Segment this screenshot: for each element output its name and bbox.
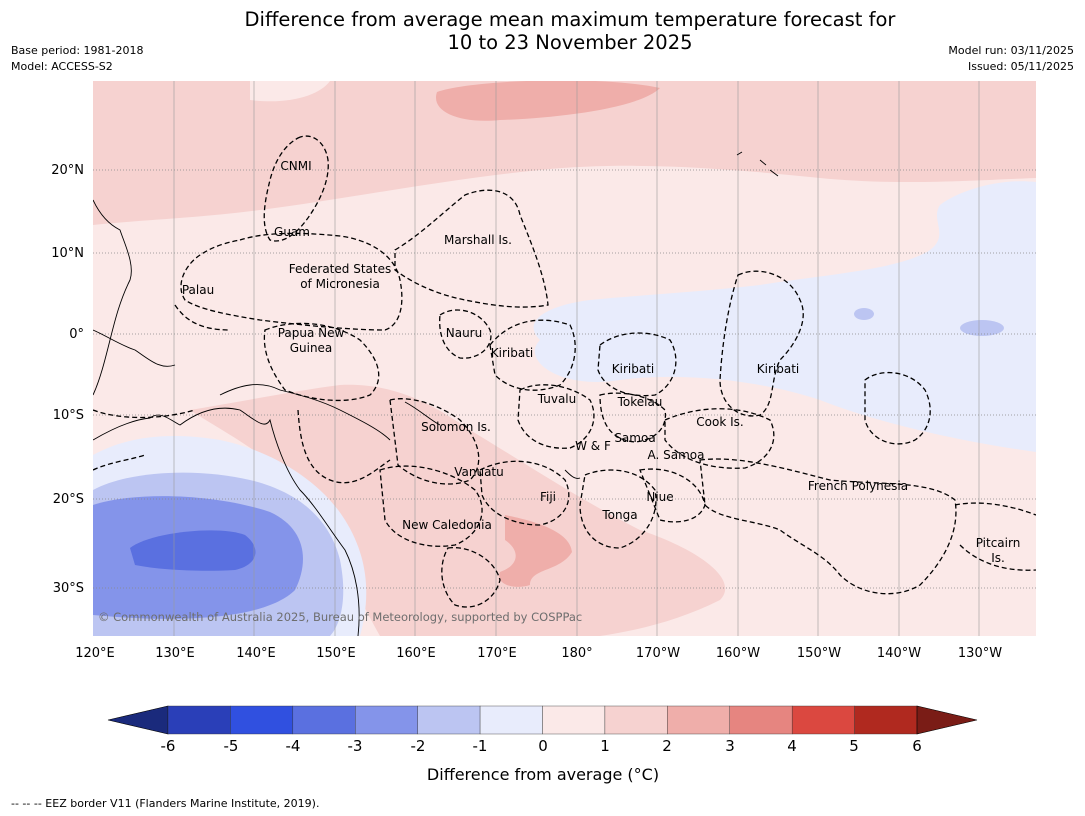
colorbar-tick-label: -1 (473, 737, 488, 755)
colorbar-tick-label: -6 (161, 737, 176, 755)
colorbar-tick-label: 0 (538, 737, 548, 755)
lon-label: 150°W (797, 646, 841, 661)
colorbar-bin (729, 705, 793, 735)
region-label-tokelau: Tokelau (617, 395, 663, 409)
colorbar-bin (604, 705, 668, 735)
colorbar-tick-label: 5 (849, 737, 859, 755)
region-label-american-samoa: A. Samoa (648, 448, 705, 462)
temperature-field (93, 81, 1036, 636)
region-label-kiribati-east: Kiribati (757, 362, 799, 376)
model-run: Model run: 03/11/2025 (948, 44, 1074, 57)
colorbar-extension-high (916, 705, 978, 735)
region-label-new-caledonia: New Caledonia (402, 518, 492, 532)
issued-date: Issued: 05/11/2025 (967, 60, 1074, 73)
map-title-line2: 10 to 23 November 2025 (447, 31, 693, 54)
lat-label: 10°N (51, 246, 84, 261)
lon-label: 180° (561, 646, 592, 661)
colorbar-ticks: -6 -5 -4 -3 -2 -1 0 1 2 3 4 5 6 (161, 737, 922, 755)
lat-label: 20°N (51, 163, 84, 178)
latitude-labels: 20°N 10°N 0° 10°S 20°S 30°S (51, 163, 84, 596)
region-label-french-polynesia: French Polynesia (808, 479, 908, 493)
colorbar-bin (542, 705, 606, 735)
lon-label: 170°E (477, 646, 517, 661)
meta-right: Model run: 03/11/2025 Issued: 05/11/2025 (948, 43, 1074, 75)
lon-label: 130°W (958, 646, 1002, 661)
region-label-solomon: Solomon Is. (421, 420, 491, 434)
lat-label: 0° (69, 327, 84, 342)
colorbar-tick-label: 3 (725, 737, 735, 755)
colorbar-bin (417, 705, 481, 735)
region-label-nauru: Nauru (446, 326, 482, 340)
longitude-labels: 120°E 130°E 140°E 150°E 160°E 170°E 180°… (75, 646, 1002, 661)
colorbar-bin (230, 705, 294, 735)
region-label-cook: Cook Is. (696, 415, 743, 429)
base-period: Base period: 1981-2018 (11, 44, 144, 57)
meta-left: Base period: 1981-2018 Model: ACCESS-S2 (11, 43, 143, 75)
lon-label: 160°E (396, 646, 436, 661)
colorbar-tick-label: 2 (662, 737, 672, 755)
colorbar-tick-label: 6 (912, 737, 922, 755)
lon-label: 140°E (236, 646, 276, 661)
region-labels: CNMI Guam Marshall Is. Federated States … (182, 159, 1020, 565)
region-label-png-line2: Guinea (290, 341, 333, 355)
lon-label: 170°W (636, 646, 680, 661)
colorbar-tick-label: 4 (787, 737, 797, 755)
region-label-kiribati-west: Kiribati (491, 346, 533, 360)
colorbar-bin (292, 705, 356, 735)
region-label-wallis-futuna: W & F (575, 439, 611, 453)
colorbar-title: Difference from average (°C) (427, 765, 659, 784)
colorbar-tick-label: -2 (411, 737, 426, 755)
colorbar (107, 705, 978, 735)
region-label-fiji: Fiji (540, 490, 556, 504)
lat-label: 30°S (53, 581, 84, 596)
colorbar-extension-low (107, 705, 169, 735)
lon-label: 120°E (75, 646, 115, 661)
region-label-vanuatu: Vanuatu (454, 465, 504, 479)
region-label-tuvalu: Tuvalu (537, 392, 577, 406)
region-label-kiribati-central: Kiribati (612, 362, 654, 376)
lon-label: 140°W (877, 646, 921, 661)
region-label-tonga: Tonga (601, 508, 637, 522)
colorbar-tick-label: -4 (286, 737, 301, 755)
colorbar-bin (667, 705, 730, 735)
lat-label: 20°S (53, 492, 84, 507)
colorbar-bin (854, 705, 918, 735)
lat-label: 10°S (53, 408, 84, 423)
model-name: Model: ACCESS-S2 (11, 60, 113, 73)
footnote: -- -- -- EEZ border V11 (Flanders Marine… (11, 797, 320, 810)
region-label-niue: Niue (646, 490, 673, 504)
region-label-guam: Guam (274, 225, 310, 239)
lon-label: 150°E (316, 646, 356, 661)
map-title-line1: Difference from average mean maximum tem… (244, 8, 896, 31)
region-label-marshall: Marshall Is. (444, 233, 512, 247)
copyright-notice: © Commonwealth of Australia 2025, Bureau… (98, 610, 582, 624)
region-label-cnmi: CNMI (280, 159, 311, 173)
region-label-pitcairn-line2: Is. (991, 551, 1005, 565)
colorbar-bin (355, 705, 418, 735)
region-label-palau: Palau (182, 283, 214, 297)
colorbar-tick-label: -5 (224, 737, 239, 755)
map-title: Difference from average mean maximum tem… (0, 8, 1085, 54)
colorbar-bin (479, 705, 543, 735)
colorbar-tick-label: -3 (348, 737, 363, 755)
region-label-fsm-line1: Federated States (289, 262, 391, 276)
region-label-png-line1: Papua New (278, 326, 345, 340)
colorbar-bin (791, 705, 855, 735)
lon-label: 160°W (716, 646, 760, 661)
colorbar-tick-label: 1 (600, 737, 610, 755)
region-label-samoa: Samoa (614, 431, 655, 445)
colorbar-bin (167, 705, 231, 735)
region-label-fsm-line2: of Micronesia (300, 277, 380, 291)
lon-label: 130°E (155, 646, 195, 661)
region-label-pitcairn-line1: Pitcairn (976, 536, 1021, 550)
